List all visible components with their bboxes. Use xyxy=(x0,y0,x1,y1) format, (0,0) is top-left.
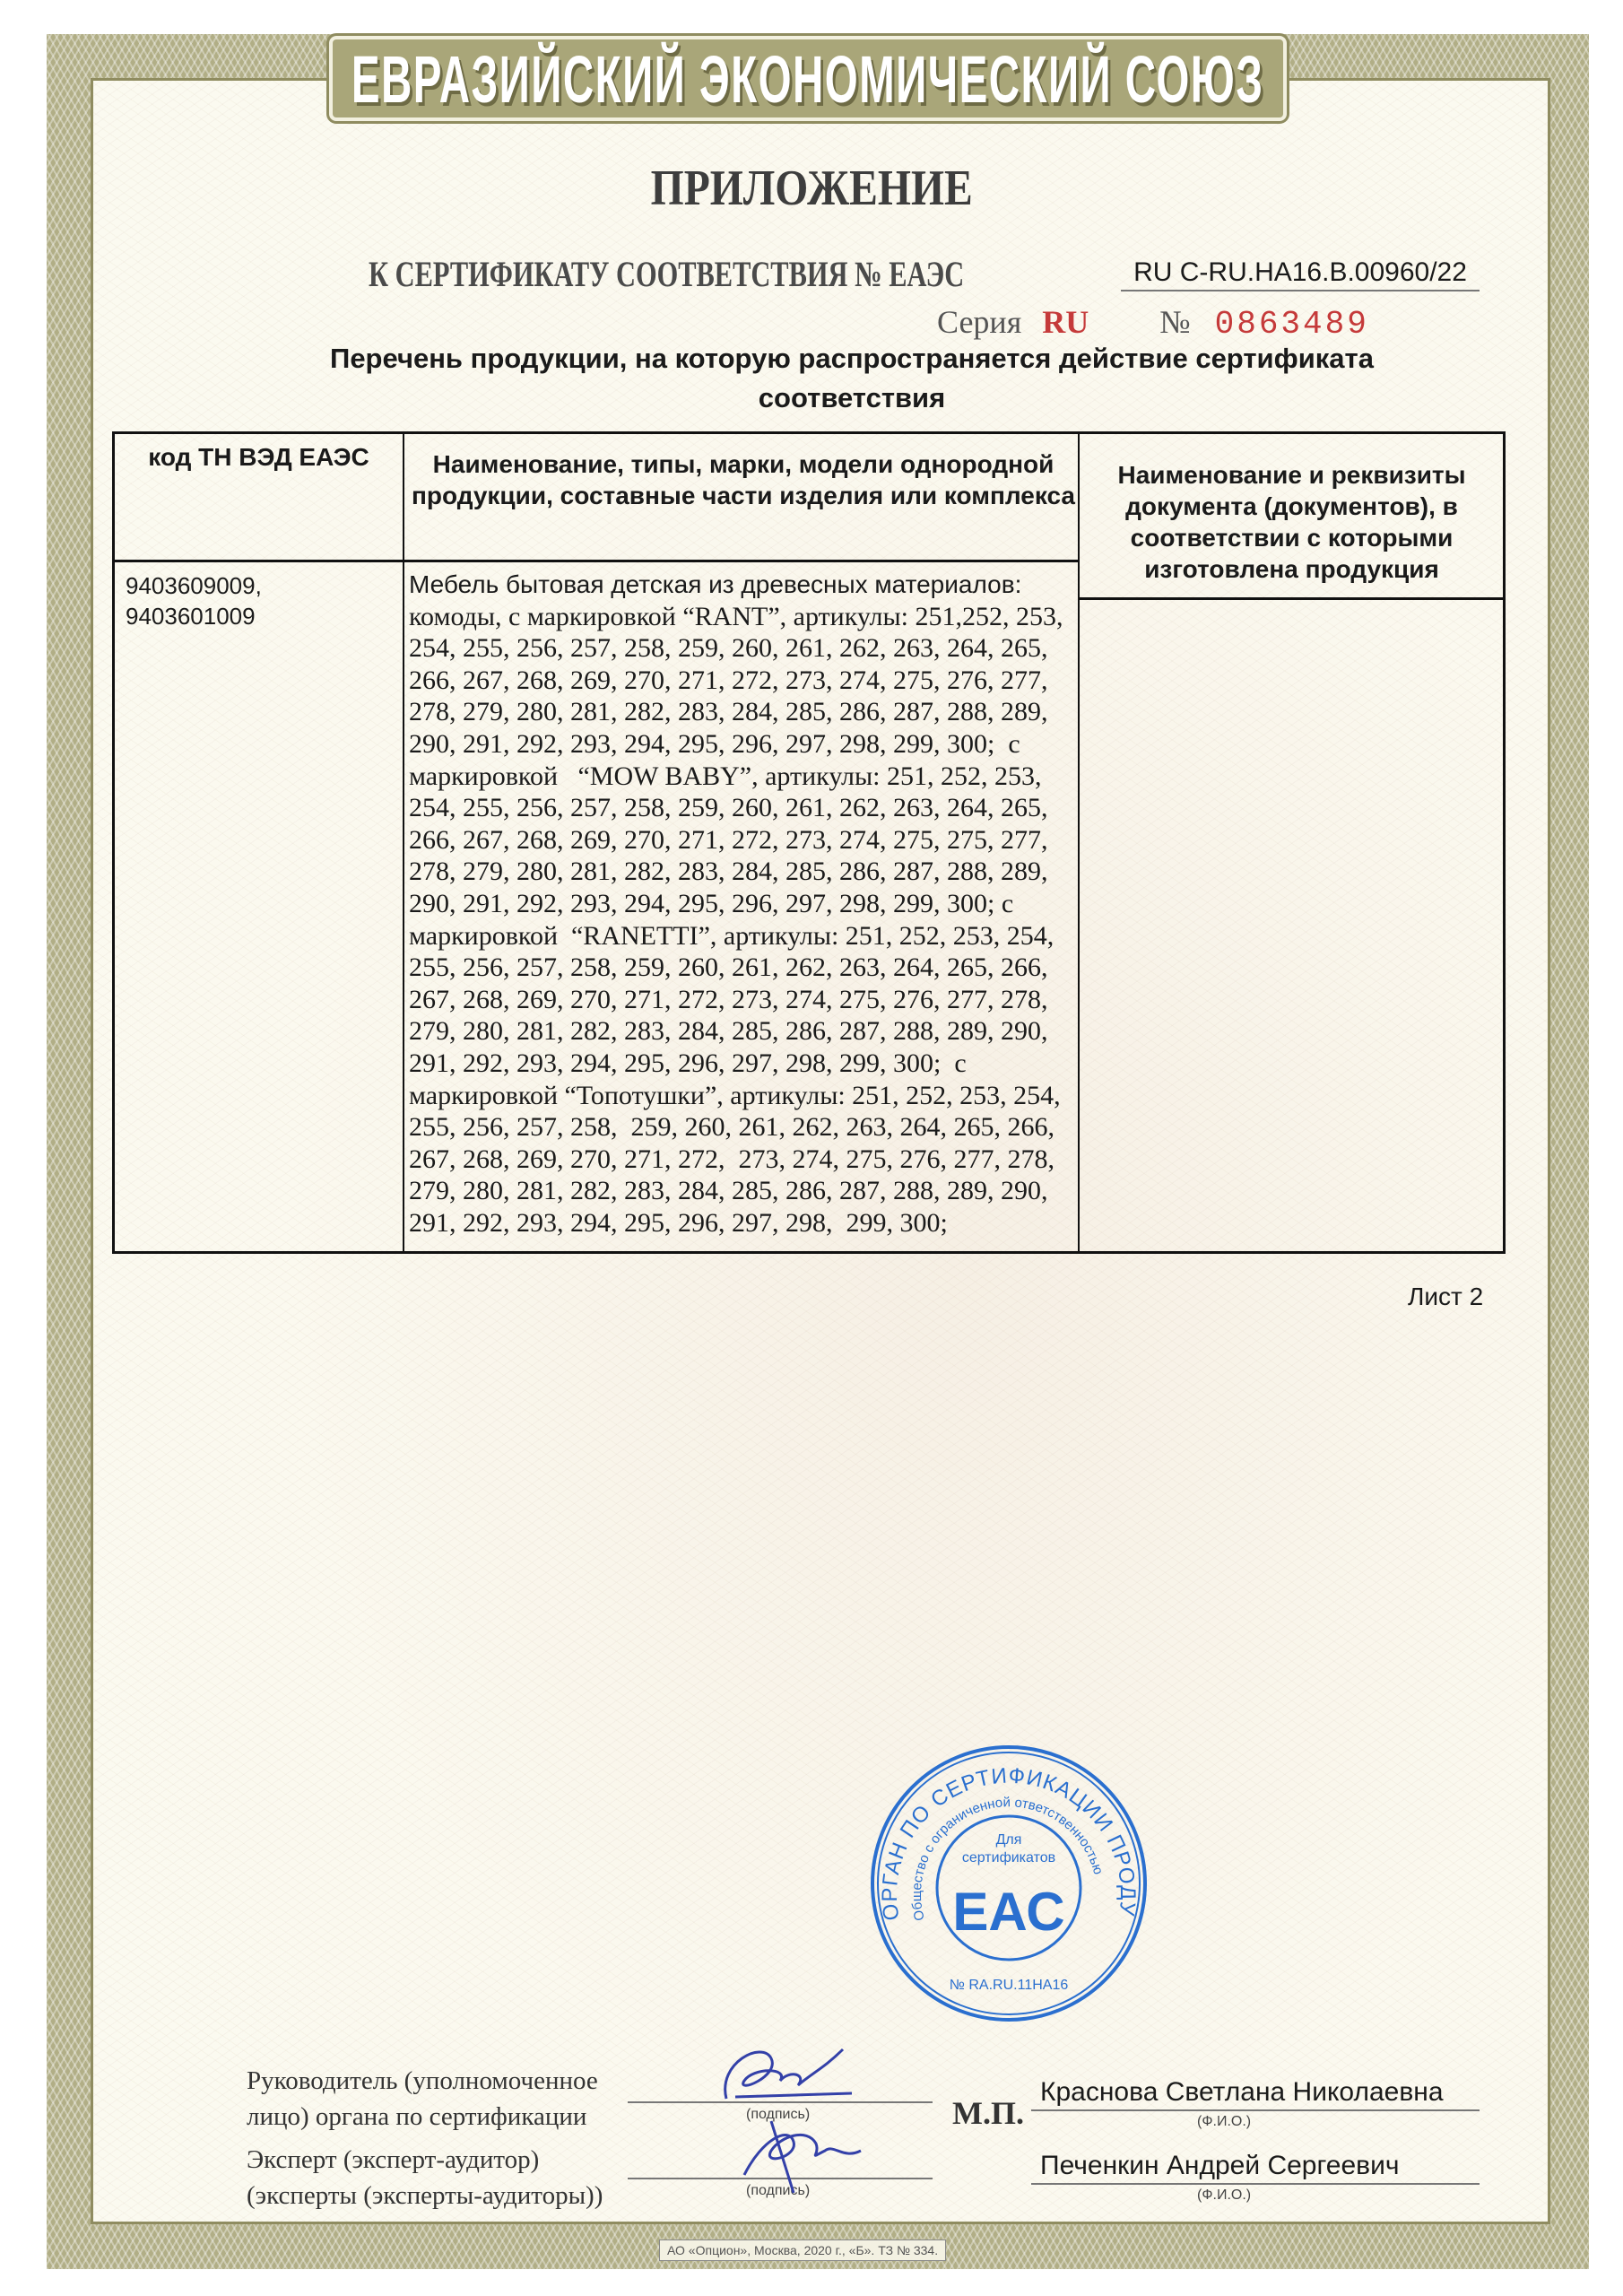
product-line: 266, 267, 268, 269, 270, 271, 272, 273, … xyxy=(409,665,1048,695)
product-line: 278, 279, 280, 281, 282, 283, 284, 285, … xyxy=(409,857,1048,887)
product-line: 291, 292, 293, 294, 295, 296, 297, 298, … xyxy=(409,1207,948,1238)
name-caption: (Ф.И.О.) xyxy=(1197,2114,1252,2129)
product-line: комоды, с маркировкой “RANT”, артикулы: … xyxy=(409,601,1063,631)
expert-label-line: (эксперты (эксперты-аудиторы)) xyxy=(247,2181,603,2210)
signature-caption: (подпись) xyxy=(746,2107,811,2122)
head-label-line: Руководитель (уполномоченное xyxy=(247,2066,598,2095)
products-cell: Мебель бытовая детская из древесных мате… xyxy=(409,569,1072,1239)
product-line: 278, 279, 280, 281, 282, 283, 284, 285, … xyxy=(409,697,1048,727)
hs-code: 9403609009, xyxy=(126,572,262,599)
header-documents: Наименование и реквизиты документа (доку… xyxy=(1117,461,1466,583)
product-line: Мебель бытовая детская из древесных мате… xyxy=(409,570,1022,598)
handwritten-signatures xyxy=(724,2048,862,2194)
product-line: маркировкой “RANETTI”, артикулы: 251, 25… xyxy=(409,920,1055,951)
head-signature-line xyxy=(628,2101,933,2103)
stamp-reg-number: № RA.RU.11НА16 xyxy=(950,1978,1069,1993)
blank-number: 0863489 xyxy=(1214,306,1369,343)
product-line: 255, 256, 257, 258, 259, 260, 261, 262, … xyxy=(409,1112,1055,1143)
certificate-background xyxy=(91,78,1550,2224)
product-line: 279, 280, 281, 282, 283, 284, 285, 286, … xyxy=(409,1176,1048,1206)
expert-label-line: Эксперт (эксперт-аудитор) xyxy=(247,2145,540,2174)
expert-signature-line xyxy=(628,2178,933,2179)
product-line: маркировкой “MOW BABY”, артикулы: 251, 2… xyxy=(409,761,1042,791)
product-line: 279, 280, 281, 282, 283, 284, 285, 286, … xyxy=(409,1016,1048,1047)
appendix-title-text: ПРИЛОЖЕНИЕ xyxy=(650,161,973,216)
product-line: 254, 255, 256, 257, 258, 259, 260, 261, … xyxy=(409,633,1048,664)
product-line: 291, 292, 293, 294, 295, 296, 297, 298, … xyxy=(409,1048,967,1078)
column-divider xyxy=(1078,434,1080,1251)
product-line: 254, 255, 256, 257, 258, 259, 260, 261, … xyxy=(409,793,1048,823)
name-caption: (Ф.И.О.) xyxy=(1197,2187,1252,2203)
product-line: маркировкой “Топотушки”, артикулы: 251, … xyxy=(409,1080,1061,1110)
number-sign: № xyxy=(1159,304,1191,340)
stamp-center-text: Для xyxy=(996,1832,1022,1848)
certificate-label: К СЕРТИФИКАТУ СООТВЕТСТВИЯ № ЕАЭС xyxy=(369,253,1152,295)
series-label: Серия xyxy=(937,304,1022,340)
certification-body-stamp: ОРГАН ПО СЕРТИФИКАЦИИ ПРОДУКЦИИ Общество… xyxy=(865,1740,1147,2022)
products-table: код ТН ВЭД ЕАЭС Наименование, типы, марк… xyxy=(112,431,1506,1254)
product-line: 266, 267, 268, 269, 270, 271, 272, 273, … xyxy=(409,824,1048,855)
list-title: Перечень продукции, на которую распростр… xyxy=(330,343,1374,413)
expert-name-line xyxy=(1031,2183,1480,2185)
product-line: 267, 268, 269, 270, 271, 272, 273, 274, … xyxy=(409,984,1048,1014)
printer-imprint: АО «Опцион», Москва, 2020 г., «Б». ТЗ № … xyxy=(659,2239,947,2261)
head-label-line: лицо) органа по сертификации xyxy=(247,2102,587,2131)
expert-name: Печенкин Андрей Сергеевич xyxy=(1040,2151,1400,2180)
header-product: Наименование, типы, марки, модели одноро… xyxy=(411,450,1076,509)
head-name: Краснова Светлана Николаевна xyxy=(1040,2077,1444,2107)
certificate-number: RU C-RU.HA16.B.00960/22 xyxy=(1121,257,1480,291)
signature-caption: (подпись) xyxy=(746,2183,811,2198)
product-line: 255, 256, 257, 258, 259, 260, 261, 262, … xyxy=(409,952,1048,983)
expert-label: Эксперт (эксперт-аудитор) (эксперты (экс… xyxy=(247,2142,603,2213)
head-label: Руководитель (уполномоченное лицо) орган… xyxy=(247,2063,598,2135)
page-title: ПРИЛОЖЕНИЕ xyxy=(0,160,1623,217)
product-line: 290, 291, 292, 293, 294, 295, 296, 297, … xyxy=(409,728,1020,759)
header-code: код ТН ВЭД ЕАЭС xyxy=(148,443,369,471)
stamp-center-text: сертификатов xyxy=(962,1850,1055,1866)
seal-place-label: М.П. xyxy=(952,2095,1024,2131)
eac-logo-icon: ЕАС xyxy=(952,1882,1064,1942)
hs-codes-cell: 9403609009, 9403601009 xyxy=(126,570,262,631)
certificate-label-text: К СЕРТИФИКАТУ СООТВЕТСТВИЯ № ЕАЭС xyxy=(369,254,965,294)
header-divider xyxy=(115,560,1080,562)
banner-text: ЕВРАЗИЙСКИЙ ЭКОНОМИЧЕСКИЙ СОЮЗ xyxy=(352,41,1264,116)
eaeu-banner: ЕВРАЗИЙСКИЙ ЭКОНОМИЧЕСКИЙ СОЮЗ xyxy=(326,33,1289,124)
series-value: RU xyxy=(1042,304,1089,340)
product-line: 290, 291, 292, 293, 294, 295, 296, 297, … xyxy=(409,888,1014,918)
hs-code: 9403601009 xyxy=(126,603,256,630)
sheet-number: Лист 2 xyxy=(1408,1283,1484,1310)
header-divider xyxy=(1078,597,1503,600)
product-line: 267, 268, 269, 270, 271, 272, 273, 274, … xyxy=(409,1144,1055,1174)
column-divider xyxy=(403,434,404,1251)
head-name-line xyxy=(1031,2109,1480,2111)
series-line: Серия RU № 0863489 xyxy=(937,303,1369,343)
